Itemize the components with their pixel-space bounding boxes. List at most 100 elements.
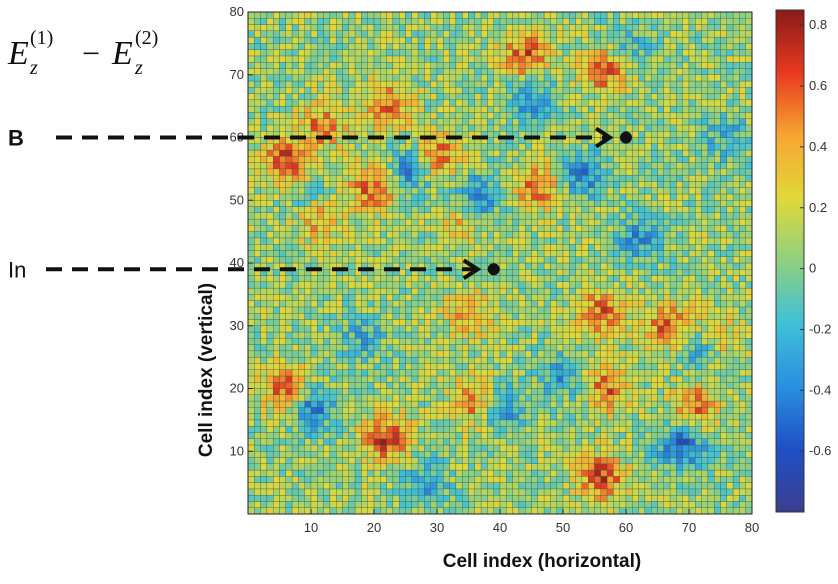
heatmap-cell [732, 225, 740, 232]
heatmap-cell [575, 212, 583, 220]
heatmap-cell [720, 463, 727, 471]
heatmap-cell [348, 407, 356, 414]
heatmap-cell [644, 193, 652, 201]
heatmap-cell [367, 394, 375, 402]
heatmap-cell [745, 363, 753, 370]
heatmap-cell [575, 193, 583, 201]
heatmap-cell [279, 287, 286, 295]
heatmap-cell [291, 168, 299, 176]
heatmap-cell [487, 350, 494, 358]
heatmap-cell [619, 388, 627, 395]
heatmap-cell [550, 250, 557, 257]
heatmap-cell [455, 306, 463, 314]
heatmap-cell [329, 287, 337, 295]
heatmap-cell [714, 262, 721, 270]
heatmap-cell [417, 187, 425, 195]
heatmap-cell [506, 425, 513, 433]
heatmap-cell [714, 269, 721, 276]
heatmap-cell [619, 313, 627, 320]
heatmap-cell [285, 174, 293, 182]
heatmap-cell [342, 275, 349, 283]
heatmap-cell [367, 338, 375, 345]
heatmap-cell [254, 363, 261, 370]
heatmap-cell [474, 206, 482, 213]
heatmap-cell [537, 463, 545, 471]
heatmap-cell [430, 156, 438, 163]
heatmap-cell [701, 131, 709, 138]
heatmap-cell [354, 363, 362, 370]
heatmap-cell [663, 244, 671, 251]
heatmap-cell [512, 451, 520, 458]
heatmap-cell [651, 350, 658, 358]
heatmap-cell [682, 156, 690, 163]
heatmap-cell [651, 394, 658, 402]
heatmap-cell [323, 206, 331, 213]
heatmap-cell [273, 369, 280, 377]
heatmap-cell [726, 463, 734, 471]
heatmap-cell [260, 382, 268, 389]
heatmap-cell [739, 501, 746, 508]
heatmap-cell [348, 495, 356, 502]
heatmap-cell [682, 469, 690, 477]
heatmap-cell [543, 476, 551, 483]
heatmap-cell [399, 275, 406, 283]
heatmap-cell [512, 187, 520, 195]
heatmap-cell [279, 463, 286, 471]
heatmap-cell [430, 501, 438, 508]
heatmap-cell [506, 363, 513, 370]
heatmap-cell [367, 281, 375, 289]
heatmap-cell [726, 187, 734, 195]
heatmap-cell [606, 181, 614, 188]
heatmap-cell [449, 200, 457, 207]
heatmap-cell [632, 156, 639, 163]
heatmap-cell [632, 407, 639, 414]
heatmap-cell [499, 313, 507, 320]
heatmap-cell [531, 193, 538, 201]
heatmap-cell [594, 256, 601, 264]
heatmap-cell [317, 244, 324, 251]
heatmap-cell [606, 350, 614, 358]
heatmap-cell [285, 124, 293, 132]
heatmap-cell [411, 281, 419, 289]
heatmap-cell [531, 181, 538, 188]
heatmap-cell [600, 382, 608, 389]
heatmap-cell [336, 476, 343, 483]
heatmap-cell [468, 457, 475, 464]
heatmap-cell [720, 244, 727, 251]
heatmap-cell [663, 451, 671, 458]
heatmap-cell [638, 407, 646, 414]
heatmap-cell [518, 350, 526, 358]
heatmap-cell [411, 388, 419, 395]
heatmap-cell [562, 369, 570, 377]
heatmap-cell [298, 193, 305, 201]
heatmap-cell [556, 218, 564, 226]
heatmap-cell [468, 294, 475, 301]
heatmap-cell [663, 476, 671, 483]
heatmap-cell [405, 495, 412, 502]
heatmap-cell [600, 174, 608, 182]
heatmap-cell [600, 237, 608, 245]
heatmap-cell [543, 149, 551, 157]
heatmap-cell [581, 287, 589, 295]
heatmap-cell [537, 338, 545, 345]
heatmap-cell [417, 124, 425, 132]
heatmap-cell [644, 294, 652, 301]
heatmap-cell [392, 331, 400, 339]
heatmap-cell [688, 331, 696, 339]
heatmap-cell [669, 488, 677, 496]
heatmap-cell [367, 193, 375, 201]
heatmap-cell [430, 281, 438, 289]
heatmap-cell [525, 200, 532, 207]
heatmap-cell [260, 432, 268, 439]
heatmap-cell [726, 319, 734, 326]
heatmap-cell [449, 457, 457, 464]
heatmap-cell [556, 300, 564, 308]
heatmap-cell [663, 294, 671, 301]
heatmap-cell [399, 438, 406, 446]
heatmap-cell [361, 244, 368, 251]
heatmap-cell [644, 457, 652, 464]
heatmap-cell [512, 350, 520, 358]
heatmap-cell [638, 149, 646, 157]
heatmap-cell [247, 463, 255, 471]
heatmap-cell [695, 319, 702, 326]
